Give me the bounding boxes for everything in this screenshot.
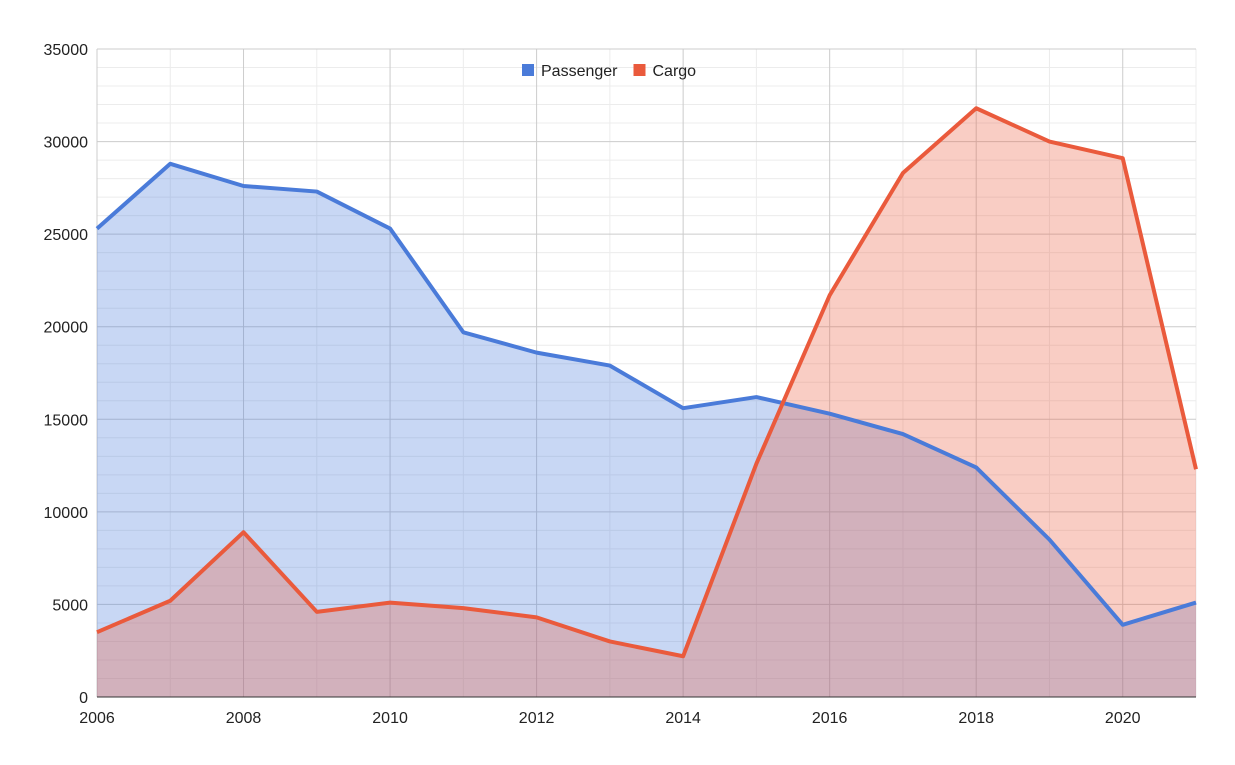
- data-point-passenger: [388, 227, 392, 231]
- legend-swatch-passenger: [522, 64, 534, 76]
- legend-swatch-cargo: [633, 64, 646, 76]
- data-point-passenger: [754, 395, 758, 399]
- data-point-cargo: [461, 606, 465, 610]
- line-cargo: [96, 106, 1198, 659]
- data-point-cargo: [95, 630, 99, 634]
- legend-label-cargo: Cargo: [653, 63, 697, 80]
- y-tick-label: 25000: [44, 227, 89, 244]
- line-passenger: [95, 161, 1197, 627]
- y-tick-label: 0: [79, 690, 88, 707]
- data-point-passenger: [608, 364, 612, 368]
- y-tick-label: 10000: [44, 505, 89, 522]
- axes: 0 5000 10000 15000 20000 25000 30000 35000 2006 2…: [44, 42, 1196, 727]
- data-point-cargo: [608, 639, 612, 643]
- data-point-cargo: [388, 601, 392, 605]
- x-tick-label: 2016: [812, 710, 848, 727]
- data-point-passenger: [681, 406, 685, 410]
- data-point-passenger: [315, 190, 319, 194]
- data-point-passenger: [1121, 623, 1125, 627]
- data-point-cargo: [681, 654, 685, 658]
- x-tick-label: 2008: [226, 710, 262, 727]
- data-point-cargo: [974, 106, 978, 110]
- x-tick-label: 2020: [1105, 710, 1141, 727]
- y-tick-label: 15000: [44, 412, 89, 429]
- data-point-passenger: [95, 227, 99, 231]
- y-tick-label: 5000: [52, 597, 88, 614]
- data-point-cargo: [1121, 156, 1125, 160]
- data-point-passenger: [974, 465, 978, 469]
- grid: [96, 48, 1197, 698]
- x-tick-label: 2012: [519, 710, 555, 727]
- data-point-cargo: [901, 171, 905, 175]
- area-cargo: [97, 108, 1196, 697]
- data-point-cargo: [1194, 467, 1198, 471]
- data-point-passenger: [828, 412, 832, 416]
- x-tick-label: 2018: [958, 710, 994, 727]
- data-point-passenger: [1194, 601, 1198, 605]
- data-point-cargo: [315, 610, 319, 614]
- series-lines: [95, 106, 1198, 659]
- y-tick-label: 35000: [44, 42, 89, 59]
- x-tick-label: 2006: [79, 710, 115, 727]
- legend: Passenger Cargo: [522, 63, 696, 80]
- data-point-passenger: [168, 162, 172, 166]
- data-point-cargo: [242, 530, 246, 534]
- data-point-passenger: [1047, 538, 1051, 542]
- data-point-cargo: [1047, 140, 1051, 144]
- data-point-cargo: [168, 599, 172, 603]
- area-passenger: [97, 163, 1196, 698]
- y-tick-label: 30000: [44, 135, 89, 152]
- x-tick-label: 2010: [372, 710, 408, 727]
- data-point-passenger: [535, 351, 539, 355]
- data-point-passenger: [461, 330, 465, 334]
- data-point-cargo: [828, 293, 832, 297]
- x-tick-label: 2014: [665, 710, 701, 727]
- data-point-passenger: [901, 432, 905, 436]
- legend-label-passenger: Passenger: [541, 63, 618, 80]
- series-areas: [97, 108, 1196, 698]
- data-point-cargo: [535, 615, 539, 619]
- data-point-cargo: [754, 462, 758, 466]
- data-point-passenger: [242, 184, 246, 188]
- y-tick-label: 20000: [44, 320, 89, 337]
